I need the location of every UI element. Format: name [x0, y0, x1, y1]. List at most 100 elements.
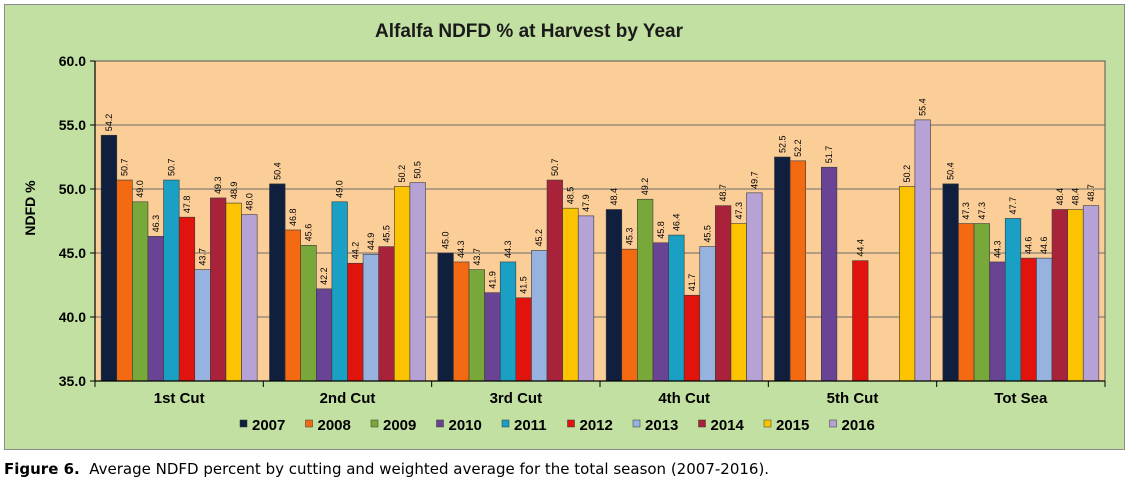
plot-area	[94, 60, 1106, 382]
bar	[241, 214, 258, 382]
bar	[453, 261, 470, 382]
data-label: 44.9	[366, 233, 376, 251]
data-label: 48.7	[1086, 184, 1096, 202]
bar	[898, 186, 916, 382]
bar	[347, 262, 364, 382]
bar	[499, 261, 517, 382]
bar	[973, 223, 990, 382]
legend-swatch	[632, 419, 641, 428]
y-tick-label: 35.0	[59, 373, 86, 389]
data-label: 48.5	[565, 187, 575, 205]
data-label: 47.8	[182, 196, 192, 214]
data-label: 52.5	[777, 135, 787, 153]
bar	[914, 119, 931, 382]
bar	[163, 179, 180, 382]
bar	[621, 248, 638, 382]
bar	[942, 183, 959, 382]
x-tick-label: 5th Cut	[827, 390, 879, 407]
x-axis-ticks: 1st Cut 2nd Cut 3rd Cut 4th Cut 5th Cut Tot S…	[94, 381, 1106, 407]
bar	[393, 186, 411, 382]
legend: 2007 2008 2009 2010 2011 2012 2013 2014 2015 2016	[239, 417, 875, 434]
data-label: 47.3	[961, 202, 971, 220]
data-label: 47.3	[977, 202, 987, 220]
data-label: 41.7	[687, 274, 697, 292]
data-label: 50.2	[397, 165, 407, 183]
legend-swatch	[305, 419, 313, 428]
bar	[468, 269, 485, 382]
data-label: 44.3	[456, 240, 466, 258]
data-label: 49.2	[640, 178, 650, 196]
bar	[546, 179, 563, 382]
data-label: 47.3	[734, 202, 744, 220]
data-label: 54.2	[104, 114, 114, 132]
gridlines	[95, 124, 1105, 318]
data-label: 44.3	[992, 240, 1002, 258]
bar	[699, 246, 716, 382]
data-label: 50.2	[902, 165, 912, 183]
bar	[730, 223, 747, 382]
bar	[683, 294, 701, 382]
data-label: 45.0	[441, 231, 451, 249]
bar	[1036, 257, 1053, 382]
bar	[515, 297, 532, 382]
data-label: 45.5	[382, 225, 392, 243]
bar	[269, 183, 286, 382]
bar	[789, 160, 806, 382]
figure-caption-text: Average NDFD percent by cutting and weig…	[89, 460, 770, 478]
bar	[1020, 257, 1037, 382]
legend-label: 2011	[514, 417, 547, 434]
data-label: 44.4	[855, 239, 865, 257]
bar	[331, 201, 348, 382]
data-label: 48.4	[609, 188, 619, 206]
y-tick-label: 55.0	[59, 117, 86, 133]
data-label: 50.7	[120, 159, 130, 177]
data-label: 44.6	[1024, 237, 1034, 255]
legend-swatch	[698, 419, 706, 428]
y-tick-label: 50.0	[59, 181, 86, 197]
bar	[746, 192, 763, 382]
y-tick-label: 45.0	[59, 245, 86, 261]
bar	[852, 260, 869, 382]
x-tick-label: 4th Cut	[658, 390, 710, 407]
bar	[1067, 209, 1084, 382]
data-label: 46.4	[671, 214, 681, 232]
legend-label: 2010	[449, 417, 482, 434]
legend-label: 2012	[580, 417, 613, 434]
bar	[409, 182, 426, 382]
bar	[362, 253, 380, 382]
bar	[147, 236, 164, 382]
y-axis-label: NDFD %	[22, 180, 38, 236]
data-label: 44.6	[1039, 237, 1049, 255]
bar	[178, 216, 196, 382]
bar	[300, 245, 317, 382]
figure-caption: Figure 6. Average NDFD percent by cuttin…	[4, 460, 1125, 478]
bar	[132, 201, 149, 382]
data-label: 45.8	[656, 221, 666, 239]
bar	[116, 179, 133, 382]
bar	[989, 261, 1006, 382]
bar	[194, 269, 211, 382]
data-label: 50.5	[413, 161, 423, 179]
legend-swatch	[436, 419, 444, 428]
data-label: 42.2	[319, 267, 329, 285]
bar	[531, 250, 548, 382]
data-label: 45.6	[304, 224, 314, 242]
data-label: 44.2	[350, 242, 360, 260]
bar	[484, 292, 501, 382]
data-label: 41.5	[519, 276, 529, 294]
bar	[668, 234, 685, 382]
legend-label: 2016	[842, 417, 875, 434]
data-labels: 54.2 50.7 49.0 46.3 50.7 47.8 43.7 49.3 48.9 48.0…	[104, 98, 1096, 293]
legend-swatch	[567, 419, 575, 428]
data-label: 47.7	[1008, 197, 1018, 215]
x-tick-label: Tot Sea	[994, 390, 1048, 407]
legend-label: 2009	[383, 417, 416, 434]
data-label: 43.7	[198, 248, 208, 266]
bar	[715, 205, 732, 382]
bars	[100, 119, 1100, 382]
x-tick-label: 1st Cut	[154, 390, 205, 407]
data-label: 49.0	[135, 180, 145, 198]
data-label: 49.0	[335, 180, 345, 198]
x-tick-label: 2nd Cut	[320, 390, 376, 407]
bar	[1082, 205, 1100, 382]
